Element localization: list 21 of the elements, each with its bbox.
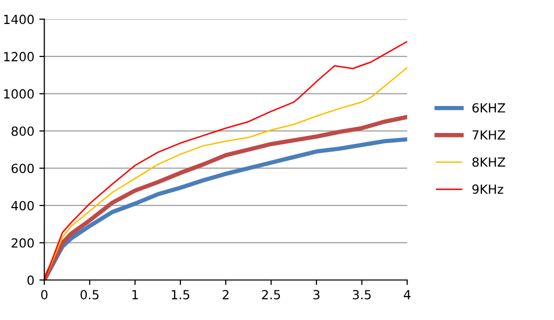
y-tick-label: 1000	[4, 89, 34, 99]
x-tick-label: 2	[222, 290, 228, 300]
x-tick-label: 4	[404, 290, 410, 300]
y-tick-label: 400	[11, 200, 34, 210]
x-tick-label: 1.5	[172, 290, 190, 300]
legend-label: 9KHz	[472, 184, 504, 194]
y-tick-label: 1400	[4, 14, 34, 24]
x-tick-label: 1	[132, 290, 138, 300]
y-tick-label: 800	[12, 126, 34, 136]
x-tick-label: 0	[41, 290, 48, 300]
x-tick-label: 2.5	[262, 290, 280, 300]
x-tick-label: 0.5	[80, 290, 99, 300]
y-tick-label: 200	[12, 238, 34, 248]
x-tick-label: 3	[313, 290, 320, 300]
x-tick-label: 3.5	[352, 290, 371, 300]
legend-label: 7KHZ	[472, 130, 506, 140]
y-tick-label: 0	[27, 275, 34, 285]
y-tick-label: 600	[12, 164, 34, 174]
legend-label: 8KHZ	[472, 157, 506, 167]
legend-label: 6KHZ	[472, 103, 506, 113]
y-tick-label: 1200	[4, 52, 34, 62]
